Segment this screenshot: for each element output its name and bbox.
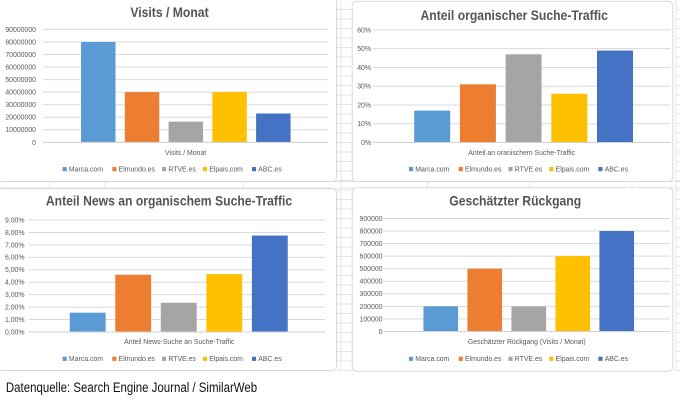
svg-text:ABC.es: ABC.es [258, 356, 282, 363]
svg-text:Elpais.com: Elpais.com [556, 356, 590, 363]
svg-text:60000000: 60000000 [5, 64, 36, 71]
svg-text:Visits / Monat: Visits / Monat [130, 4, 209, 20]
svg-text:10000000: 10000000 [5, 127, 36, 134]
svg-text:4,00%: 4,00% [5, 280, 25, 287]
svg-text:Marca.com: Marca.com [69, 356, 103, 363]
svg-text:ABC.es: ABC.es [605, 356, 629, 363]
svg-text:100000: 100000 [360, 316, 383, 323]
svg-text:800000: 800000 [360, 228, 383, 235]
svg-text:Anteil News an organischem Suc: Anteil News an organischem Suche-Traffic [46, 193, 292, 209]
svg-text:90000000: 90000000 [5, 27, 36, 34]
svg-text:Anteil News-Suche an Suche-Tra: Anteil News-Suche an Suche-Traffic [124, 339, 235, 346]
svg-text:600000: 600000 [360, 254, 383, 261]
svg-text:500000: 500000 [360, 266, 383, 273]
svg-text:RTVE.es: RTVE.es [515, 356, 543, 363]
svg-text:Elpais.com: Elpais.com [556, 167, 590, 174]
svg-text:20000000: 20000000 [5, 115, 36, 122]
svg-text:50%: 50% [357, 46, 371, 53]
svg-text:6,00%: 6,00% [5, 255, 25, 262]
svg-text:40000000: 40000000 [5, 90, 36, 97]
svg-text:Elmundo.es: Elmundo.es [119, 356, 156, 363]
svg-text:30000000: 30000000 [5, 102, 36, 109]
svg-text:Geschätzter Rückgang (Visits /: Geschätzter Rückgang (Visits / Monat) [468, 339, 586, 346]
svg-text:0,00%: 0,00% [5, 329, 25, 336]
svg-text:Marca.com: Marca.com [415, 167, 449, 174]
svg-text:Elmundo.es: Elmundo.es [465, 167, 502, 174]
svg-text:8,00%: 8,00% [5, 230, 25, 237]
svg-text:9,00%: 9,00% [5, 217, 25, 224]
svg-text:900000: 900000 [360, 216, 383, 223]
svg-text:0: 0 [379, 329, 383, 336]
svg-text:Elpais.com: Elpais.com [209, 167, 243, 174]
svg-text:40%: 40% [357, 65, 371, 72]
svg-text:200000: 200000 [360, 304, 383, 311]
svg-text:20%: 20% [357, 102, 371, 109]
svg-text:60%: 60% [357, 27, 371, 34]
svg-text:2,00%: 2,00% [5, 304, 25, 311]
svg-text:Datenquelle: Search Engine Jou: Datenquelle: Search Engine Journal / Sim… [6, 380, 257, 395]
svg-text:10%: 10% [357, 121, 371, 128]
svg-text:Elmundo.es: Elmundo.es [119, 167, 156, 174]
svg-text:Geschätzter Rückgang: Geschätzter Rückgang [449, 193, 581, 209]
svg-text:700000: 700000 [360, 241, 383, 248]
svg-text:ABC.es: ABC.es [258, 167, 282, 174]
svg-text:400000: 400000 [360, 279, 383, 286]
svg-text:Anteil organischer Suche-Traff: Anteil organischer Suche-Traffic [420, 7, 607, 23]
svg-text:RTVE.es: RTVE.es [168, 167, 196, 174]
svg-text:Marca.com: Marca.com [69, 167, 103, 174]
svg-text:300000: 300000 [360, 291, 383, 298]
svg-text:ABC.es: ABC.es [605, 167, 629, 174]
svg-text:0: 0 [32, 140, 36, 147]
svg-text:Elpais.com: Elpais.com [209, 356, 243, 363]
svg-text:Anteil an oranischem Suche-Tra: Anteil an oranischem Suche-Traffic [468, 150, 575, 157]
svg-text:3,00%: 3,00% [5, 292, 25, 299]
svg-text:80000000: 80000000 [5, 39, 36, 46]
svg-text:7,00%: 7,00% [5, 242, 25, 249]
svg-text:5,00%: 5,00% [5, 267, 25, 274]
svg-text:RTVE.es: RTVE.es [515, 167, 543, 174]
svg-text:Marca.com: Marca.com [415, 356, 449, 363]
svg-text:50000000: 50000000 [5, 77, 36, 84]
svg-text:0%: 0% [361, 140, 371, 147]
svg-text:RTVE.es: RTVE.es [168, 356, 196, 363]
svg-text:Elmundo.es: Elmundo.es [465, 356, 502, 363]
svg-text:70000000: 70000000 [5, 52, 36, 59]
svg-text:30%: 30% [357, 84, 371, 91]
svg-text:Visits / Monat: Visits / Monat [165, 150, 206, 157]
svg-text:1,00%: 1,00% [5, 317, 25, 324]
